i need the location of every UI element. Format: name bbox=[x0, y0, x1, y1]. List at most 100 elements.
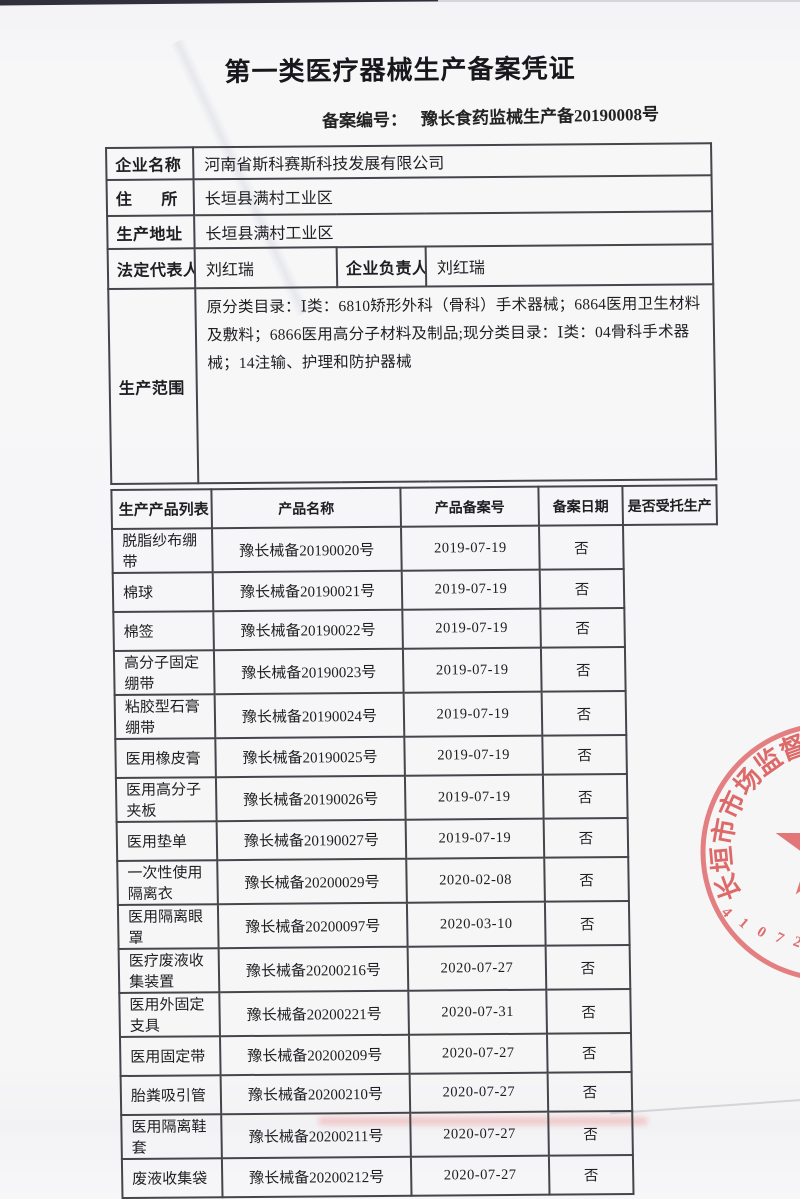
enterprise-manager-value: 刘红瑞 bbox=[425, 244, 714, 287]
product-name-cell: 棉球 bbox=[112, 572, 214, 612]
entrusted-production-cell: 否 bbox=[540, 607, 625, 648]
entrusted-production-cell: 否 bbox=[539, 524, 624, 570]
record-date-cell: 2019-07-19 bbox=[401, 569, 541, 610]
entrusted-production-cell: 否 bbox=[546, 988, 631, 1034]
column-header-product-name: 产品名称 bbox=[211, 487, 402, 529]
table-row: 企业名称 河南省斯科赛斯科技发展有限公司 bbox=[106, 143, 712, 180]
record-date-cell: 2020-02-08 bbox=[406, 857, 545, 903]
table-row: 生产地址 长垣县满村工业区 bbox=[107, 211, 713, 249]
product-record-number-cell: 豫长械备20190022号 bbox=[213, 609, 403, 651]
product-name-cell: 医用外固定支具 bbox=[119, 992, 220, 1037]
product-row: 医用固定带 豫长械备20200209号 2020-07-27 否 bbox=[119, 1032, 726, 1076]
record-number-value: 豫长食药监械生产备20190008号 bbox=[420, 104, 660, 129]
company-name-value: 河南省斯科赛斯科技发展有限公司 bbox=[193, 143, 712, 180]
product-name-cell: 废液收集袋 bbox=[121, 1158, 223, 1198]
product-record-number-cell: 豫长械备20190021号 bbox=[212, 570, 403, 612]
entrusted-production-cell: 否 bbox=[547, 1071, 633, 1112]
product-name-cell: 高分子固定绷带 bbox=[113, 650, 215, 695]
record-date-cell: 2019-07-19 bbox=[401, 525, 540, 571]
column-header-record-number: 产品备案号 bbox=[400, 486, 540, 527]
record-date-cell: 2020-07-27 bbox=[408, 1033, 548, 1074]
product-record-number-cell: 豫长械备20190027号 bbox=[216, 819, 407, 861]
product-list-section-label: 生产产品列表 bbox=[111, 489, 213, 529]
product-name-cell: 医疗废液收集装置 bbox=[118, 948, 220, 993]
entrusted-production-cell: 否 bbox=[544, 900, 630, 946]
product-row: 医用隔离眼罩 豫长械备20200097号 2020-03-10 否 bbox=[117, 900, 724, 949]
stamp-bleed-smudge bbox=[318, 1117, 648, 1125]
seal-star-icon bbox=[775, 833, 800, 895]
record-number-label: 备案编号： bbox=[321, 110, 408, 131]
entrusted-production-cell: 否 bbox=[545, 944, 631, 990]
product-row: 棉球 豫长械备20190021号 2019-07-19 否 bbox=[112, 568, 719, 612]
product-row: 粘胶型石膏绷带 豫长械备20190024号 2019-07-19 否 bbox=[114, 690, 721, 739]
product-row: 一次性使用隔离衣 豫长械备20200029号 2020-02-08 否 bbox=[117, 856, 723, 905]
product-name-cell: 医用隔离鞋套 bbox=[121, 1114, 222, 1159]
residence-label-char: 住 bbox=[115, 191, 133, 209]
product-row: 医用垫单 豫长械备20190027号 2019-07-19 否 bbox=[116, 817, 723, 861]
residence-value: 长垣县满村工业区 bbox=[193, 175, 713, 216]
table-row: 生产范围 原分类目录：Ⅰ类：6810矫形外科（骨科）手术器械；6864医用卫生材… bbox=[108, 284, 717, 484]
table-row: 住所 长垣县满村工业区 bbox=[106, 175, 713, 216]
product-name-cell: 脱脂纱布绷带 bbox=[112, 528, 213, 573]
enterprise-manager-label: 企业负责人 bbox=[336, 246, 427, 288]
product-row: 胎粪吸引管 豫长械备20200210号 2020-07-27 否 bbox=[120, 1071, 727, 1115]
record-date-cell: 2019-07-19 bbox=[402, 647, 542, 693]
product-name-cell: 粘胶型石膏绷带 bbox=[114, 694, 216, 739]
product-row: 医用橡皮膏 豫长械备20190025号 2019-07-19 否 bbox=[115, 734, 721, 778]
seal-digit: 7 bbox=[772, 930, 786, 948]
record-date-cell: 2020-07-27 bbox=[407, 945, 547, 991]
entrusted-production-cell: 否 bbox=[541, 690, 627, 736]
entrusted-production-cell: 否 bbox=[546, 1032, 632, 1073]
product-record-number-cell: 豫长械备20200212号 bbox=[221, 1156, 412, 1198]
legal-representative-label: 法定代表人 bbox=[107, 248, 196, 289]
document-title: 第一类医疗器械生产备案凭证 bbox=[224, 54, 576, 87]
column-header-record-date: 备案日期 bbox=[538, 485, 624, 526]
production-scope-label: 生产范围 bbox=[108, 288, 199, 484]
company-name-label: 企业名称 bbox=[106, 147, 194, 180]
product-list-table: 生产产品列表 产品名称 产品备案号 备案日期 是否受托生产 脱脂纱布绷带 豫长械… bbox=[110, 484, 728, 1199]
product-record-number-cell: 豫长械备20200216号 bbox=[218, 946, 409, 993]
product-row: 医用高分子夹板 豫长械备20190026号 2019-07-19 否 bbox=[115, 773, 722, 822]
product-name-cell: 一次性使用隔离衣 bbox=[117, 860, 218, 905]
enterprise-info-table: 企业名称 河南省斯科赛斯科技发展有限公司 住所 长垣县满村工业区 生产地址 长垣… bbox=[105, 142, 717, 485]
entrusted-production-cell: 否 bbox=[542, 773, 628, 819]
product-name-cell: 医用固定带 bbox=[119, 1036, 221, 1076]
record-date-cell: 2020-03-10 bbox=[406, 901, 546, 947]
record-date-cell: 2019-07-19 bbox=[404, 774, 544, 820]
entrusted-production-cell: 否 bbox=[543, 817, 629, 858]
entrusted-production-cell: 否 bbox=[548, 1110, 633, 1156]
record-date-cell: 2019-07-19 bbox=[404, 735, 543, 776]
product-record-number-cell: 豫长械备20190026号 bbox=[215, 775, 406, 822]
record-date-cell: 2019-07-19 bbox=[403, 691, 543, 737]
residence-label: 住所 bbox=[106, 179, 195, 216]
product-row: 脱脂纱布绷带 豫长械备20190020号 2019-07-19 否 bbox=[112, 524, 718, 573]
product-row: 医用外固定支具 豫长械备20200221号 2020-07-31 否 bbox=[119, 988, 725, 1037]
product-row: 医用隔离鞋套 豫长械备20200211号 2020-07-27 否 bbox=[121, 1110, 727, 1159]
product-record-number-cell: 豫长械备20200210号 bbox=[220, 1073, 411, 1115]
seal-arc-char: 督 bbox=[776, 730, 800, 767]
product-row: 废液收集袋 豫长械备20200212号 2020-07-27 否 bbox=[121, 1154, 728, 1198]
product-record-number-cell: 豫长械备20190025号 bbox=[215, 736, 405, 778]
entrusted-production-cell: 否 bbox=[548, 1154, 634, 1195]
record-date-cell: 2020-07-27 bbox=[409, 1072, 549, 1113]
product-row: 棉签 豫长械备20190022号 2019-07-19 否 bbox=[113, 607, 719, 651]
product-record-number-cell: 豫长械备20200029号 bbox=[217, 858, 407, 905]
seal-digit: 0 bbox=[754, 924, 769, 942]
product-record-number-cell: 豫长械备20200097号 bbox=[217, 902, 408, 949]
product-row: 医疗废液收集装置 豫长械备20200216号 2020-07-27 否 bbox=[118, 944, 725, 993]
record-date-cell: 2019-07-19 bbox=[405, 818, 545, 859]
product-record-number-cell: 豫长械备20190023号 bbox=[213, 648, 404, 695]
seal-digit: 2 bbox=[791, 934, 800, 952]
entrusted-production-cell: 否 bbox=[539, 568, 625, 609]
product-name-cell: 医用隔离眼罩 bbox=[117, 904, 219, 949]
product-record-number-cell: 豫长械备20200209号 bbox=[219, 1034, 410, 1076]
record-date-cell: 2020-07-27 bbox=[410, 1155, 550, 1196]
product-record-number-cell: 豫长械备20190024号 bbox=[214, 692, 405, 739]
product-record-number-cell: 豫长械备20190020号 bbox=[212, 526, 402, 573]
entrusted-production-cell: 否 bbox=[540, 646, 626, 692]
seal-arc-char: 场 bbox=[729, 762, 768, 801]
product-name-cell: 医用橡皮膏 bbox=[115, 738, 216, 778]
record-number-line: 备案编号： 豫长食药监械生产备20190008号 bbox=[322, 100, 659, 132]
product-record-number-cell: 豫长械备20200221号 bbox=[219, 990, 409, 1037]
